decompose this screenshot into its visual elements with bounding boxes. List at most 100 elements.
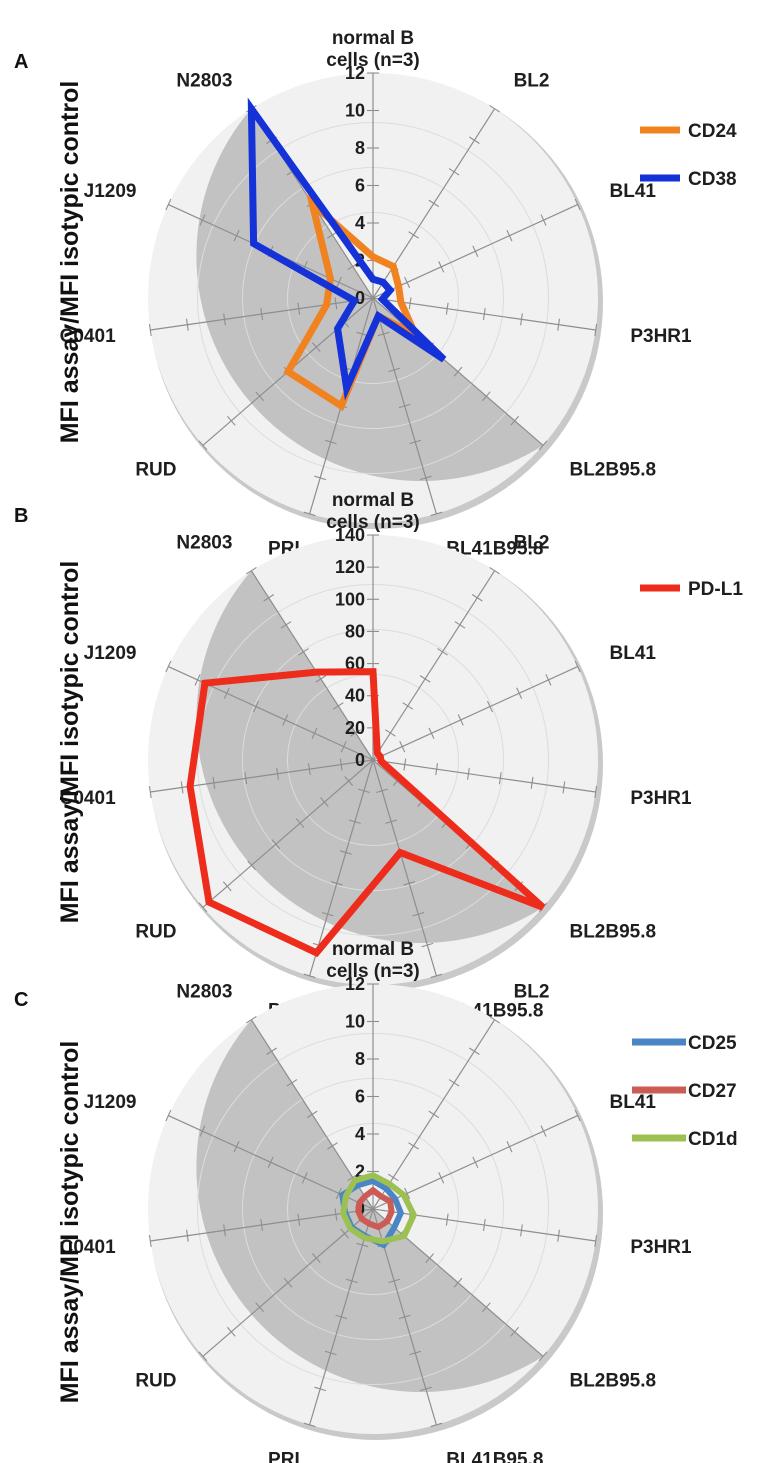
spoke-tick [498,772,502,785]
category-label: BL2 [514,532,550,553]
spoke-tick [212,776,216,789]
spoke-tick [538,440,548,451]
axis-tick-label: 0 [355,750,365,770]
spoke-tick [545,674,552,686]
y-axis-label: MFI assay/MFI isotypic control [56,1041,84,1404]
spoke-tick [199,1125,206,1137]
spoke-tick [437,648,448,656]
spoke-tick [303,973,316,979]
spoke-tick [295,818,305,829]
category-label: RUD [135,459,176,480]
category-label: C0401 [60,326,116,347]
legend-label: CD1d [688,1129,738,1150]
axis-tick-label: 10 [345,101,365,121]
spoke-tick [324,1350,337,1356]
spoke-tick [387,1173,399,1182]
spoke-tick [186,1229,189,1242]
spoke-tick [457,714,464,726]
legend-label: PD-L1 [688,579,743,600]
spoke-tick [403,881,416,886]
spoke-tick [409,439,422,445]
spoke-tick [453,366,463,377]
category-label: C0401 [60,788,116,809]
axis-tick-label: 6 [355,1087,365,1107]
spoke-tick [510,1326,520,1337]
spoke-tick [148,324,152,337]
series-polygon-pd-l1 [186,668,546,958]
category-label: J1209 [84,181,137,202]
spoke-tick [301,1172,308,1184]
legend-label: CD25 [688,1033,737,1054]
spoke-tick [226,415,236,426]
spoke-tick [486,700,493,713]
spoke [202,759,374,908]
legend-label: CD24 [688,121,737,142]
spoke-tick [557,1229,560,1242]
spoke-tick [344,776,354,786]
spoke-tick [340,1228,350,1239]
spoke-tick [445,1213,449,1226]
axis-tick-label: 100 [335,589,365,609]
spoke-tick [280,621,292,629]
spoke-tick [148,786,152,799]
spoke-tick [334,297,338,310]
category-label: BL41 [610,1092,657,1113]
spoke-tick [467,767,470,780]
spoke-tick [260,307,264,321]
spoke-tick [339,758,343,771]
spoke-tick [226,1326,236,1337]
spoke-tick [419,1386,432,1392]
category-label: BL41B95.8 [446,1449,543,1463]
spoke-tick [419,475,432,481]
category-label: N2803 [176,532,232,553]
panel-letter: B [14,505,28,527]
series-polygon-cd1d [340,1172,418,1245]
spoke-tick [506,1141,513,1153]
spoke-tick [469,136,480,144]
spoke-tick [253,700,260,713]
axis-tick-label: 8 [355,138,365,158]
spoke [372,665,578,761]
spoke-tick [435,763,439,776]
spoke-tick [180,781,184,794]
spoke-tick [266,1047,277,1055]
spoke-tick [388,1278,401,1284]
axis-tick-label: 0 [355,288,365,308]
axis-tick-label: 8 [355,1049,365,1069]
spoke-tick [540,214,547,226]
category-label: BL2 [514,70,550,91]
spoke-tick [469,1047,480,1055]
spoke-tick [335,1187,342,1200]
spoke-tick [286,1079,298,1087]
spoke-tick [283,1277,293,1288]
spoke-tick [471,594,483,602]
spoke-tick [408,231,419,239]
axis-tick-label: 4 [355,1124,365,1144]
spoke-tick [482,1302,491,1313]
spoke-tick [404,1187,411,1200]
spoke-tick [520,313,523,326]
panel-letter: C [14,989,28,1011]
spoke-tick [260,1218,264,1232]
axis-tick-label: 12 [345,974,365,994]
spoke-tick [448,168,460,176]
spoke-tick [398,403,411,409]
spoke [372,570,496,761]
spoke-tick [345,1278,358,1284]
legend-label: CD38 [688,169,737,190]
category-label: RUD [135,921,176,942]
spoke-tick [332,702,344,710]
category-label: BL41 [610,181,657,202]
spoke-tick [530,776,534,789]
category-label: BL2B95.8 [569,1370,656,1391]
spoke-tick [438,261,445,273]
spoke-tick [516,687,523,699]
spoke-tick [247,860,256,871]
spoke-tick [335,1314,348,1320]
spoke-tick [358,788,370,794]
category-label: C0401 [60,1237,116,1258]
spoke-tick [311,1253,321,1264]
spoke-tick [340,740,347,753]
